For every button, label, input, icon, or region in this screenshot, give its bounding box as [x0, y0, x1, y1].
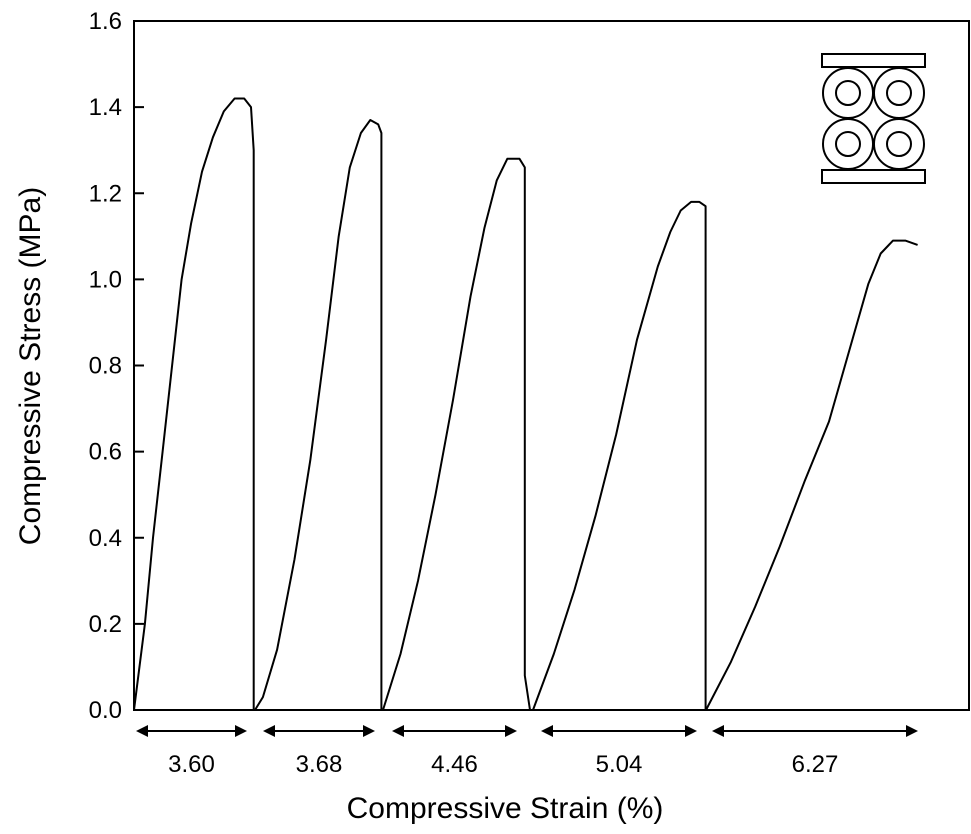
- arrowhead-right-icon: [363, 725, 375, 737]
- tube-inner-circle: [835, 80, 861, 106]
- cycle-curve-4: [532, 200, 707, 711]
- arrowhead-right-icon: [235, 725, 247, 737]
- arrowhead-right-icon: [505, 725, 517, 737]
- tube-inner-circle: [835, 131, 861, 157]
- tube-inner-circle: [886, 80, 912, 106]
- strain-range-brackets: 3.60 3.68 4.46 5.04 6.27: [136, 725, 918, 778]
- x-axis-title: Compressive Strain (%): [347, 792, 664, 825]
- arrowhead-left-icon: [136, 725, 148, 737]
- y-tick-label: 0.6: [89, 439, 122, 466]
- y-axis: 0.0 0.2 0.4 0.6 0.8 1.0 1.2 1.4 1.6: [89, 8, 144, 724]
- arrowhead-left-icon: [392, 725, 404, 737]
- arrowhead-left-icon: [541, 725, 553, 737]
- strain-range-label: 6.27: [792, 751, 839, 778]
- y-axis-title: Compressive Stress (MPa): [14, 187, 47, 545]
- arrowhead-left-icon: [263, 725, 275, 737]
- y-tick-label: 0.8: [89, 353, 122, 380]
- tube-stack-inset-icon: [821, 53, 926, 184]
- cycle-curve-2: [254, 119, 383, 711]
- tube-inner-circle: [886, 131, 912, 157]
- bottom-plate: [821, 169, 926, 184]
- arrowhead-right-icon: [906, 725, 918, 737]
- y-tick-label: 1.4: [89, 94, 122, 121]
- y-tick-label: 1.6: [89, 8, 122, 35]
- strain-range-label: 5.04: [596, 751, 643, 778]
- stress-strain-curves: [133, 97, 918, 711]
- y-tick-label: 0.4: [89, 525, 122, 552]
- cycle-curve-1: [133, 97, 255, 711]
- strain-range-label: 3.68: [296, 751, 343, 778]
- y-tick-label: 0.0: [89, 697, 122, 724]
- strain-range-label: 4.46: [431, 751, 478, 778]
- top-plate: [821, 53, 926, 68]
- strain-range-label: 3.60: [168, 751, 215, 778]
- arrowhead-right-icon: [685, 725, 697, 737]
- y-tick-label: 1.2: [89, 180, 122, 207]
- arrowhead-left-icon: [712, 725, 724, 737]
- cycle-curve-5: [705, 239, 918, 711]
- y-tick-label: 1.0: [89, 266, 122, 293]
- y-tick-label: 0.2: [89, 611, 122, 638]
- cycle-curve-3: [382, 157, 531, 711]
